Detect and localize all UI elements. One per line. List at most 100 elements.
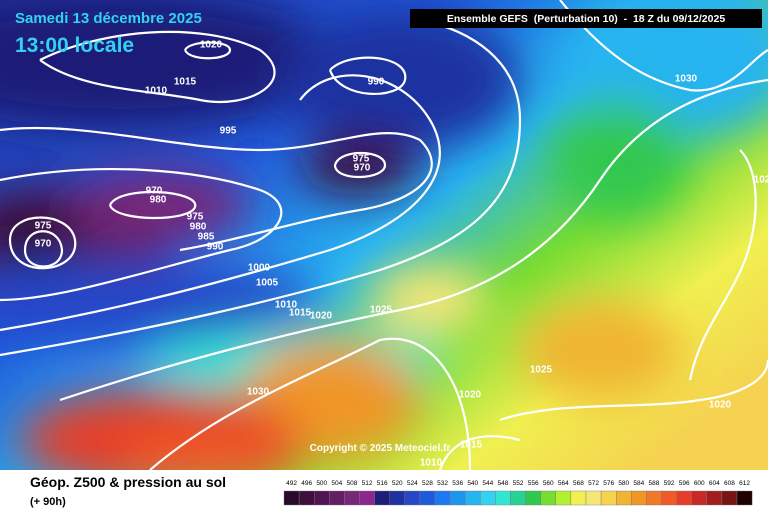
legend-level: 524 — [407, 480, 418, 487]
isobar-labels: 1020101510109959909759709709809759809859… — [35, 40, 768, 469]
legend-level: 560 — [543, 480, 554, 487]
legend-swatch — [344, 490, 360, 506]
copyright: Copyright © 2025 Meteociel.fr — [310, 443, 451, 454]
isobar-label: 990 — [368, 77, 385, 88]
legend-level: 596 — [679, 480, 690, 487]
legend-level: 516 — [377, 480, 388, 487]
legend-swatch — [540, 490, 557, 506]
legend-level: 520 — [392, 480, 403, 487]
legend-swatch — [314, 490, 330, 506]
isobar-label: 1015 — [289, 308, 312, 319]
legend-level: 536 — [452, 480, 463, 487]
legend-swatch — [706, 490, 723, 506]
legend-swatch — [691, 490, 708, 506]
legend: 492 496 500 504 508 512 516 520 524 528 532 536 540 5… — [283, 480, 753, 506]
legend-level: 540 — [467, 480, 478, 487]
isobar-label: 970 — [354, 163, 371, 174]
footer-lead: (+ 90h) — [30, 496, 66, 508]
legend-swatch — [495, 490, 511, 506]
isobar-label: 1000 — [248, 263, 271, 274]
legend-swatch — [449, 490, 466, 506]
legend-level: 576 — [603, 480, 614, 487]
legend-swatch — [676, 490, 692, 506]
legend-swatch — [525, 490, 541, 506]
legend-swatch — [555, 490, 572, 506]
isobar-label: 1015 — [174, 77, 197, 88]
legend-level: 500 — [316, 480, 327, 487]
legend-swatch — [283, 490, 300, 506]
isobar-label: 1030 — [675, 74, 698, 85]
isobar-label: 1020 — [459, 390, 482, 401]
isobar-label: 980 — [150, 195, 167, 206]
legend-swatch — [646, 490, 662, 506]
isobar-label: 1030 — [247, 387, 270, 398]
model-info: Ensemble GEFS (Perturbation 10) - 18 Z d… — [447, 13, 726, 25]
legend-swatch — [465, 490, 481, 506]
isobars — [0, 0, 768, 470]
isobar-label: 975 — [187, 212, 204, 223]
legend-swatch — [419, 490, 436, 506]
legend-level: 608 — [724, 480, 735, 487]
legend-swatch — [585, 490, 602, 506]
legend-swatch — [510, 490, 526, 506]
legend-swatch — [631, 490, 647, 506]
isobar-label: 975 — [353, 154, 370, 165]
legend-swatch — [389, 490, 406, 506]
legend-level: 504 — [331, 480, 342, 487]
legend-level: 588 — [649, 480, 660, 487]
date: Samedi 13 décembre 2025 — [15, 10, 202, 27]
isobar-label: 1020 — [709, 400, 732, 411]
isobar-label: 1010 — [145, 86, 168, 97]
legend-swatch — [616, 490, 632, 506]
legend-swatch — [298, 490, 315, 506]
legend-level: 548 — [498, 480, 509, 487]
legend-level: 512 — [362, 480, 373, 487]
legend-level: 496 — [301, 480, 312, 487]
isobar-label: 102 — [754, 175, 768, 186]
isobar-label: 1020 — [200, 40, 223, 51]
legend-level: 532 — [437, 480, 448, 487]
legend-swatch — [721, 490, 738, 506]
map-area: 1020101510109959909759709709809759809859… — [0, 0, 768, 470]
legend-swatch — [480, 490, 496, 506]
isobar-label: 980 — [190, 222, 207, 233]
legend-swatch — [661, 490, 677, 506]
local-time: 13:00 locale — [15, 34, 134, 57]
isobar-label: 1005 — [256, 278, 279, 289]
footer-title: Géop. Z500 & pression au sol — [30, 474, 226, 490]
legend-swatch — [374, 490, 390, 506]
legend-level: 528 — [422, 480, 433, 487]
legend-level: 556 — [528, 480, 539, 487]
legend-level: 604 — [709, 480, 720, 487]
legend-level: 580 — [618, 480, 629, 487]
isobar-label: 1010 — [420, 458, 443, 469]
legend-swatch — [329, 490, 345, 506]
legend-level: 544 — [482, 480, 493, 487]
isobar-label: 985 — [198, 232, 215, 243]
legend-swatch — [736, 490, 753, 506]
isobar-label: 975 — [35, 221, 52, 232]
isobar-label: 970 — [146, 186, 163, 197]
isobar-label: 1025 — [370, 305, 393, 316]
legend-level: 600 — [694, 480, 705, 487]
legend-level: 552 — [513, 480, 524, 487]
legend-level: 568 — [573, 480, 584, 487]
isobar-label: 1015 — [460, 440, 483, 451]
legend-level: 508 — [347, 480, 358, 487]
isobar-label: 990 — [207, 242, 224, 253]
legend-level: 584 — [633, 480, 644, 487]
isobar-label: 1010 — [275, 300, 298, 311]
isobar-label: 1020 — [310, 311, 333, 322]
legend-swatch — [404, 490, 421, 506]
legend-level: 572 — [588, 480, 599, 487]
isobar-label: 1025 — [530, 365, 553, 376]
legend-level: 564 — [558, 480, 569, 487]
legend-level: 592 — [664, 480, 675, 487]
legend-swatch — [359, 490, 375, 506]
legend-swatch — [434, 490, 451, 506]
legend-level: 612 — [739, 480, 750, 487]
legend-swatch — [570, 490, 587, 506]
model-box — [410, 9, 762, 28]
